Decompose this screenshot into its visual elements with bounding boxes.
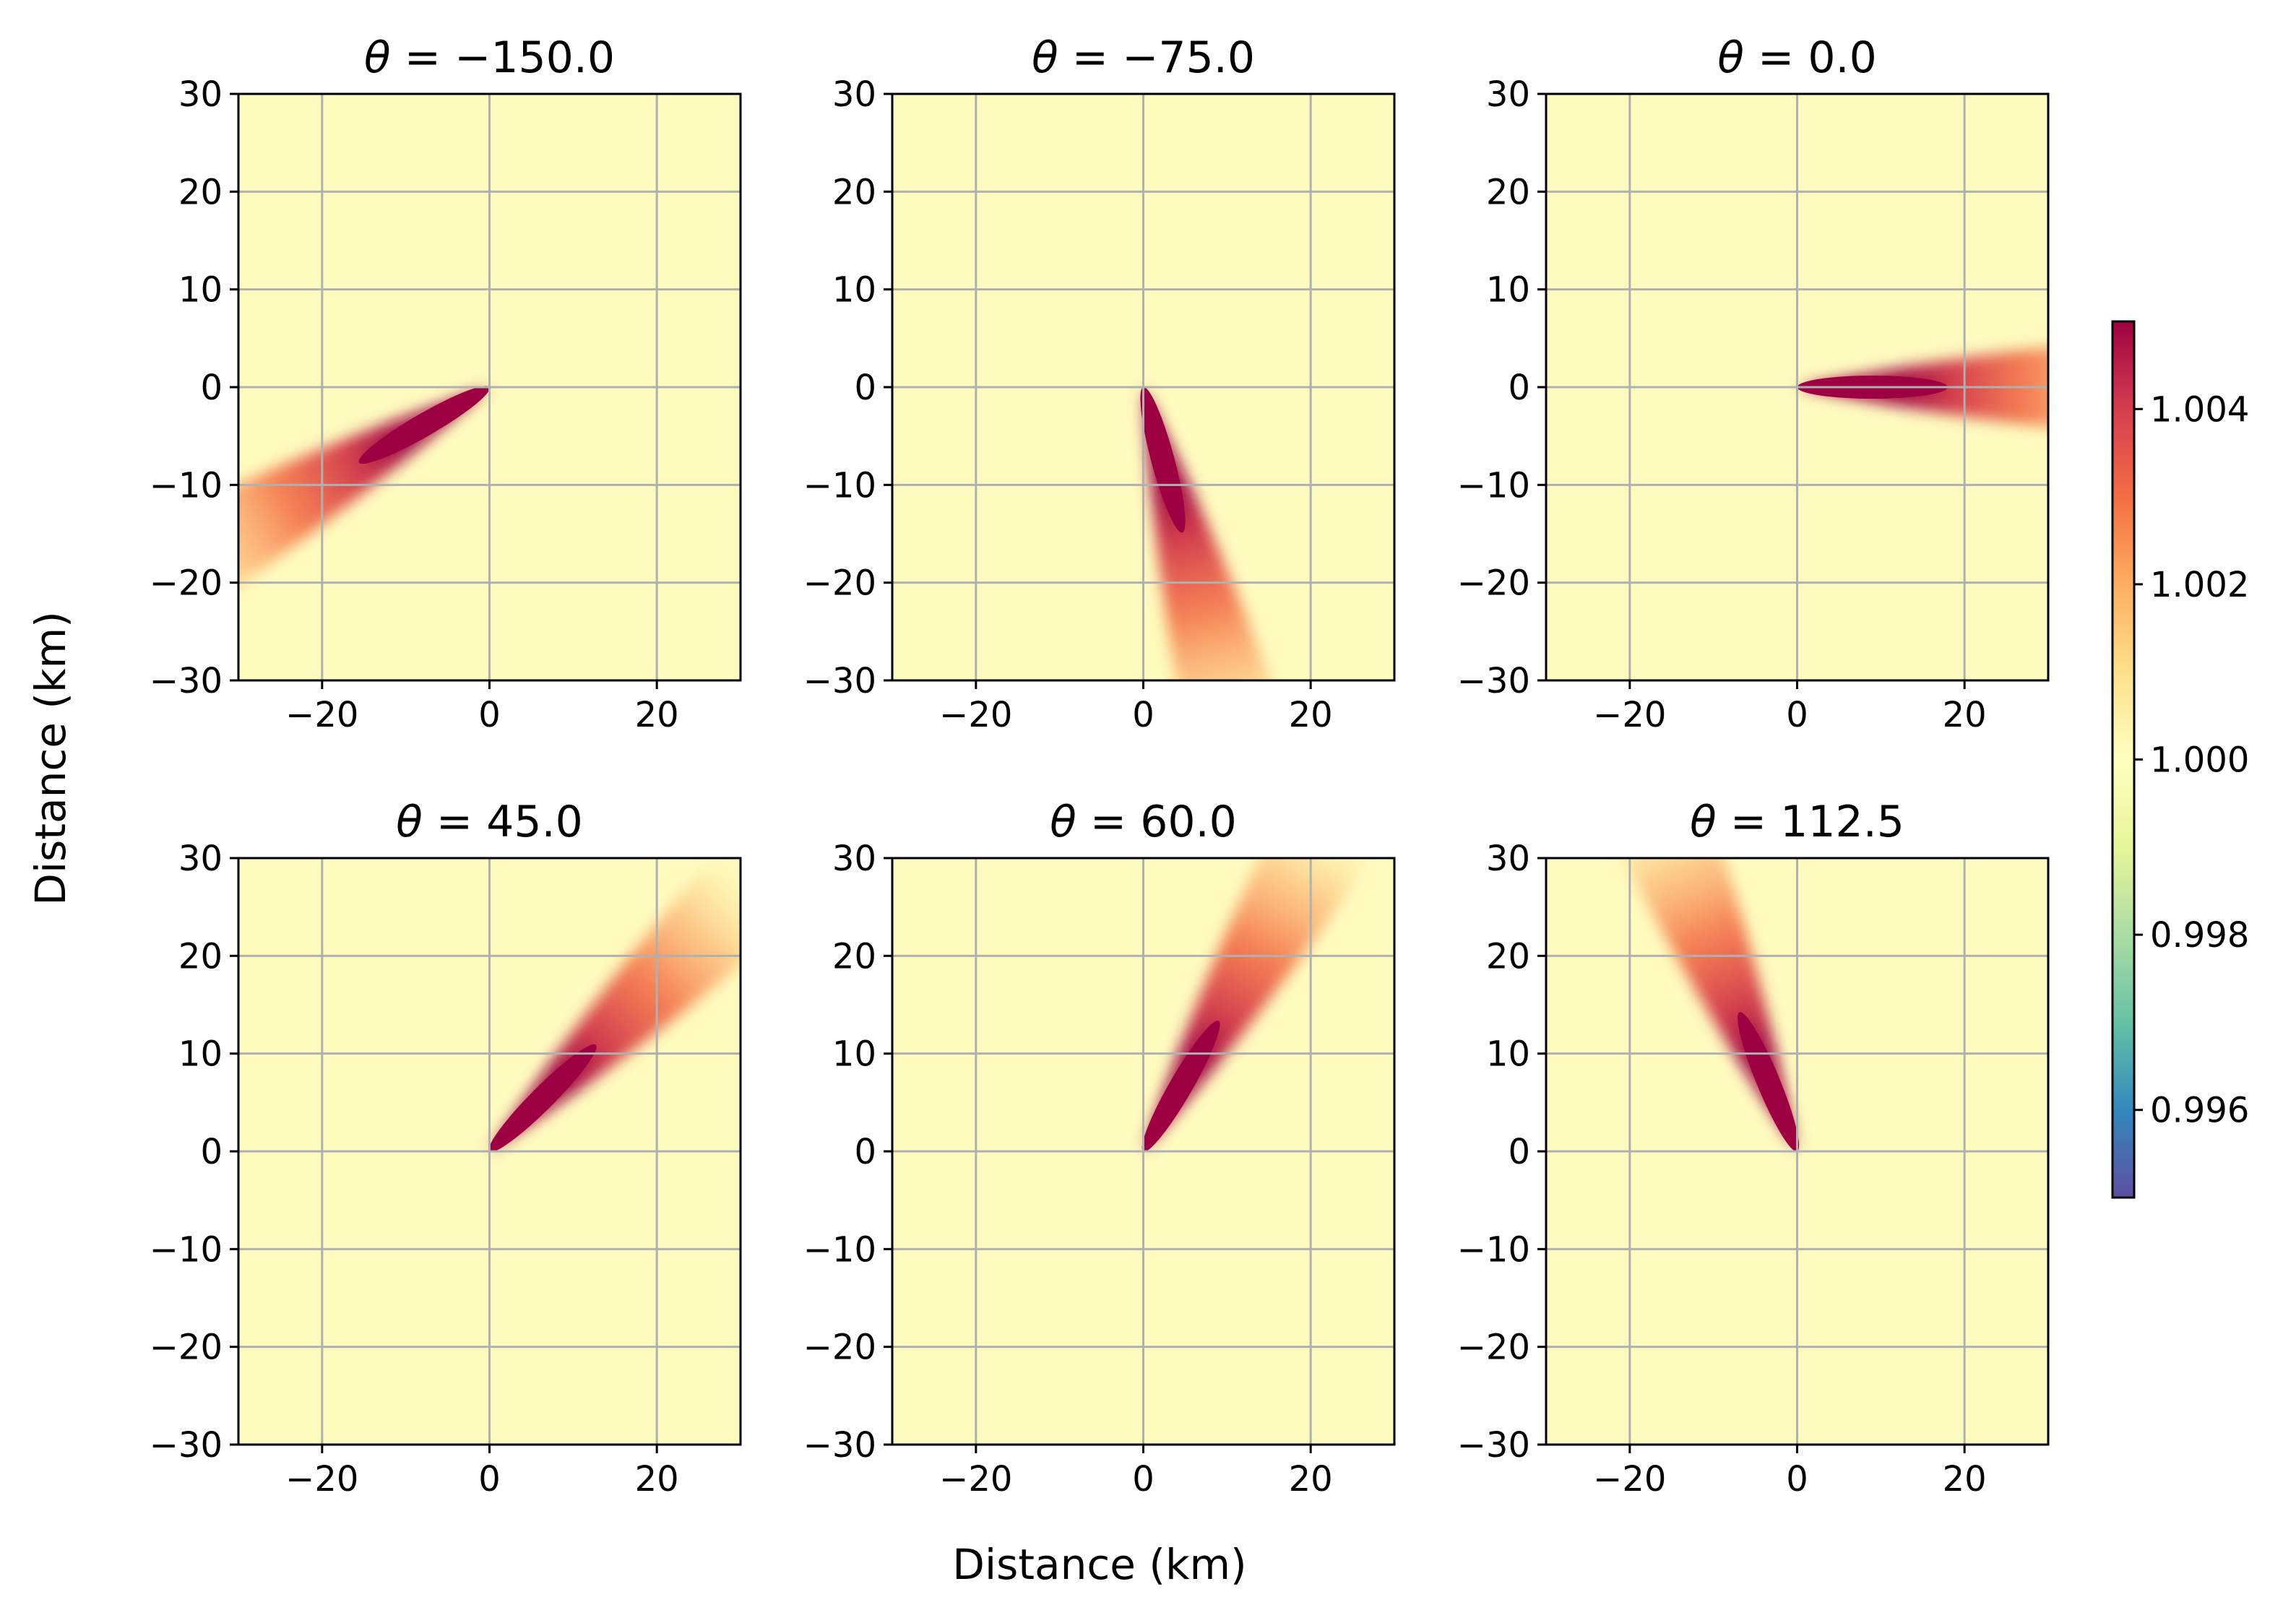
y-tick-label: 30 — [832, 74, 876, 115]
y-tick-label: −30 — [150, 661, 223, 701]
y-tick-label: −20 — [1457, 1328, 1530, 1368]
y-tick-label: 30 — [178, 839, 223, 879]
plume-core — [1738, 1012, 1800, 1152]
y-tick-label: 0 — [854, 368, 876, 408]
y-tick-label: −30 — [1457, 1425, 1530, 1466]
colorbar-tick-label: 1.004 — [2150, 389, 2249, 430]
y-tick-label: −30 — [803, 1425, 876, 1466]
y-tick-label: 20 — [832, 172, 876, 212]
panel-title: θ = 0.0 — [1717, 33, 1877, 83]
panel-5: −20 0 20 −30 −20 −10 0 10 20 30 θ = 60.0 — [803, 797, 1396, 1499]
x-tick-label: −20 — [285, 695, 358, 735]
y-tick-label: −20 — [803, 1328, 876, 1368]
x-tick-label: 20 — [1289, 1459, 1333, 1499]
x-tick-label: −20 — [939, 1459, 1012, 1499]
x-tick-label: 0 — [1786, 695, 1808, 735]
colorbar-tick-label: 0.996 — [2150, 1091, 2249, 1131]
y-tick-label: 20 — [178, 936, 223, 977]
y-tick-label: −30 — [803, 661, 876, 701]
y-tick-label: −20 — [1457, 563, 1530, 604]
y-tick-label: 0 — [200, 1132, 223, 1172]
panel-2: −20 0 20 −30 −20 −10 0 10 20 30 θ = −75.0 — [803, 33, 1396, 735]
panel-4: −20 0 20 −30 −20 −10 0 10 20 30 θ = 45.0 — [150, 797, 742, 1499]
y-tick-label: 30 — [1486, 839, 1530, 879]
x-axis-label: Distance (km) — [952, 1540, 1246, 1589]
y-tick-label: 0 — [1508, 1132, 1530, 1172]
y-tick-label: −10 — [803, 465, 876, 506]
x-tick-label: −20 — [939, 695, 1012, 735]
colorbar-tick-label: 0.998 — [2150, 915, 2249, 956]
y-tick-label: −30 — [1457, 661, 1530, 701]
x-tick-label: 20 — [635, 1459, 679, 1499]
y-tick-label: −10 — [150, 465, 223, 506]
plume-core — [1140, 386, 1186, 533]
y-tick-label: 10 — [1486, 1034, 1530, 1075]
colorbar: 0.996 0.998 1.000 1.002 1.004 — [2111, 320, 2249, 1199]
panel-title: θ = −75.0 — [1032, 33, 1255, 83]
plume-core — [488, 1044, 597, 1152]
y-tick-label: 10 — [832, 270, 876, 311]
x-tick-label: 0 — [478, 695, 501, 735]
y-tick-label: −10 — [150, 1229, 223, 1270]
y-tick-label: 10 — [178, 1034, 223, 1075]
x-tick-label: 0 — [1786, 1459, 1808, 1499]
y-tick-label: −20 — [803, 563, 876, 604]
x-tick-label: 0 — [478, 1459, 501, 1499]
colorbar-tick-label: 1.000 — [2150, 740, 2249, 781]
x-tick-label: 20 — [635, 695, 679, 735]
y-tick-label: 10 — [1486, 270, 1530, 311]
x-tick-label: −20 — [285, 1459, 358, 1499]
y-axis-label: Distance (km) — [26, 611, 75, 905]
x-tick-label: 0 — [1132, 695, 1155, 735]
plume-core — [358, 386, 490, 464]
x-tick-label: 20 — [1943, 1459, 1987, 1499]
y-tick-label: 20 — [1486, 936, 1530, 977]
panel-1: −20 0 20 −30 −20 −10 0 10 20 30 θ = −150.0 — [150, 33, 742, 735]
y-tick-label: 0 — [200, 368, 223, 408]
y-tick-label: 20 — [1486, 172, 1530, 212]
x-tick-label: 20 — [1943, 695, 1987, 735]
x-tick-label: −20 — [1593, 1459, 1666, 1499]
y-tick-label: −30 — [150, 1425, 223, 1466]
x-tick-label: 0 — [1132, 1459, 1155, 1499]
y-tick-label: −10 — [1457, 1229, 1530, 1270]
panel-title: θ = 45.0 — [396, 797, 583, 847]
panel-title: θ = −150.0 — [364, 33, 615, 83]
colorbar-tick-label: 1.002 — [2150, 565, 2249, 605]
y-tick-label: −10 — [803, 1229, 876, 1270]
x-tick-label: 20 — [1289, 695, 1333, 735]
y-tick-label: −10 — [1457, 465, 1530, 506]
y-tick-label: −20 — [150, 1328, 223, 1368]
y-tick-label: 30 — [178, 74, 223, 115]
y-tick-label: 30 — [832, 839, 876, 879]
panels: −20 0 20 −30 −20 −10 0 10 20 30 θ = −150.0 −20 0 20 −3… — [150, 33, 2050, 1499]
plume-halo — [1143, 387, 1290, 680]
y-tick-label: 10 — [178, 270, 223, 311]
y-tick-label: 0 — [1508, 368, 1530, 408]
colorbar-gradient — [2112, 321, 2134, 1198]
x-tick-label: −20 — [1593, 695, 1666, 735]
y-tick-label: 20 — [832, 936, 876, 977]
y-tick-label: −20 — [150, 563, 223, 604]
y-tick-label: 30 — [1486, 74, 1530, 115]
panel-3: −20 0 20 −30 −20 −10 0 10 20 30 θ = 0.0 — [1457, 33, 2050, 735]
y-tick-label: 10 — [832, 1034, 876, 1075]
y-tick-label: 20 — [178, 172, 223, 212]
y-tick-label: 0 — [854, 1132, 876, 1172]
panel-title: θ = 112.5 — [1690, 797, 1904, 847]
panel-6: −20 0 20 −30 −20 −10 0 10 20 30 θ = 112.5 — [1457, 797, 2050, 1499]
panel-title: θ = 60.0 — [1050, 797, 1237, 847]
